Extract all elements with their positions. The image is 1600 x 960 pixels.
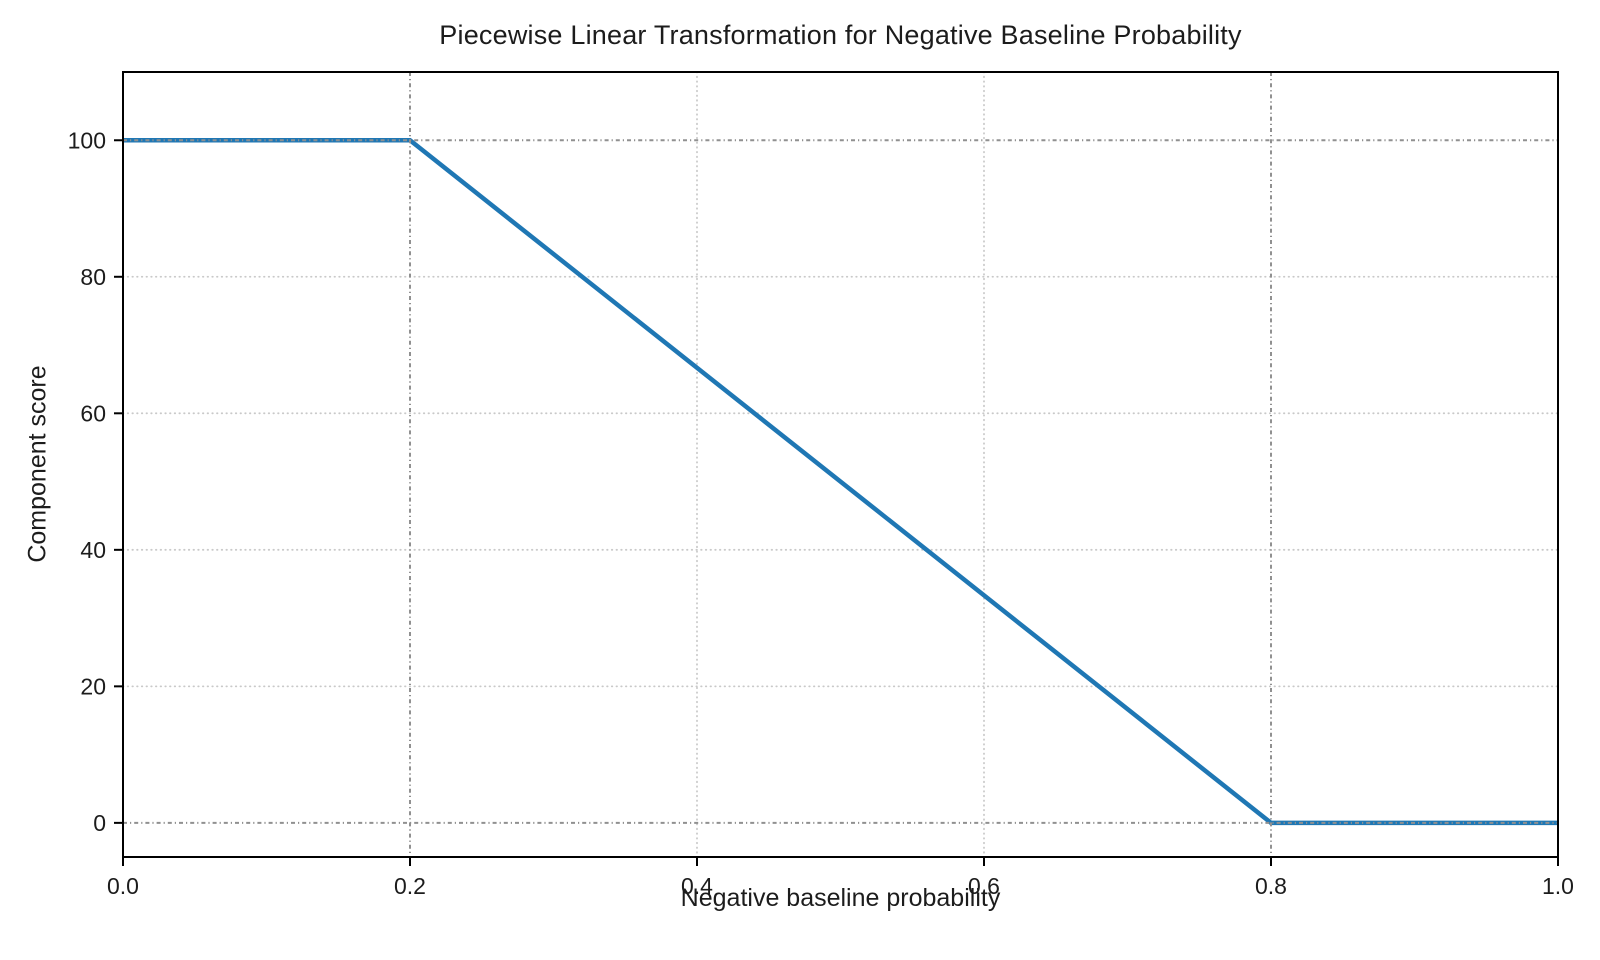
plot-border — [122, 71, 1559, 858]
chart-title: Piecewise Linear Transformation for Nega… — [439, 20, 1242, 50]
y-tick-label: 20 — [80, 673, 106, 699]
x-tick-label: 1.0 — [1542, 873, 1574, 899]
x-axis-label: Negative baseline probability — [680, 884, 1001, 912]
y-axis-label: Component score — [23, 365, 52, 563]
y-tick-label: 60 — [80, 400, 106, 426]
series-line — [123, 138, 1558, 826]
x-tick-label: 0.0 — [107, 873, 139, 899]
x-tick-label: 0.4 — [681, 873, 713, 899]
x-tick-label: 0.2 — [394, 873, 426, 899]
y-tick-label: 80 — [80, 264, 106, 290]
x-tick-label: 0.8 — [1255, 873, 1287, 899]
y-tick-label: 0 — [93, 810, 106, 836]
y-tick-label: 40 — [80, 537, 106, 563]
x-tick-label: 0.6 — [968, 873, 1000, 899]
y-tick-label: 100 — [68, 127, 106, 153]
